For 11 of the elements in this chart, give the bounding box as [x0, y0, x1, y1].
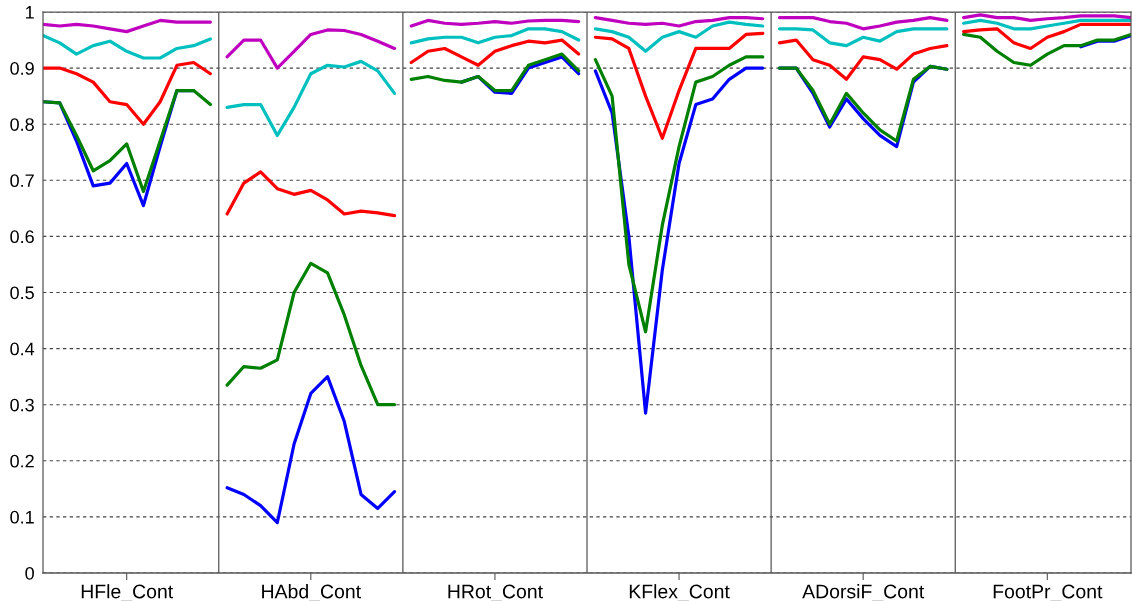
y-tick-label: 1 [26, 6, 34, 19]
y-tick-label: 0.4 [10, 342, 35, 356]
y-tick-label: 0 [25, 566, 34, 580]
y-tick-label: 0.5 [10, 286, 34, 300]
y-tick-label: 0.2 [10, 454, 34, 468]
y-tick-label: 0.9 [10, 62, 34, 75]
y-tick-label: 0.3 [10, 398, 34, 412]
y-tick-label: 0.8 [10, 118, 34, 131]
y-tick-label: 0.1 [10, 510, 34, 524]
y-tick-label: 0.7 [10, 174, 34, 188]
y-tick-label: 0.6 [10, 230, 34, 244]
